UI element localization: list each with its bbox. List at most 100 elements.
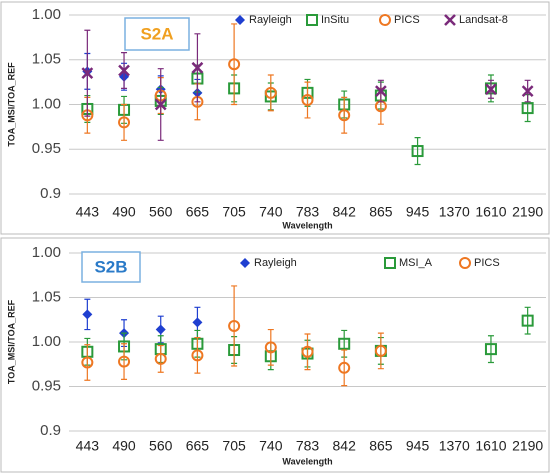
x-tick-label: 2190 (512, 438, 543, 454)
x-tick-label: 945 (406, 438, 430, 454)
marker-square (411, 145, 424, 158)
legend-label: InSitu (321, 14, 349, 26)
marker-circle (264, 341, 277, 354)
legend-label: Rayleigh (254, 257, 297, 269)
error-bar (304, 333, 311, 371)
x-tick-label: 490 (112, 204, 136, 220)
x-tick-label: 1370 (439, 438, 470, 454)
y-axis-label: TOA_MSI/TOA_REF (6, 299, 16, 384)
marker-circle (338, 109, 351, 122)
marker-square (338, 337, 351, 350)
error-bar (267, 328, 274, 366)
y-tick-label: 0.9 (40, 422, 61, 439)
x-tick-label: 665 (186, 204, 210, 220)
legend-marker (240, 258, 250, 268)
legend-marker (384, 257, 396, 269)
error-bar (194, 336, 201, 374)
error-bar (524, 306, 531, 335)
error-bar (231, 23, 238, 106)
y-tick-label: 1.00 (32, 6, 61, 23)
chart-title: S2A (140, 24, 173, 43)
legend-marker (459, 257, 471, 269)
error-bar (157, 344, 164, 373)
x-tick-label: 842 (333, 204, 357, 220)
marker-circle (374, 344, 387, 357)
legend-label: Rayleigh (249, 14, 292, 26)
x-axis-label: Wavelength (282, 456, 332, 466)
y-tick-label: 1.05 (32, 51, 61, 68)
marker-circle (154, 352, 167, 365)
x-tick-label: 865 (369, 438, 393, 454)
chart-title: S2B (94, 257, 127, 276)
x-tick-label: 705 (222, 204, 246, 220)
x-tick-label: 560 (149, 204, 173, 220)
y-tick-label: 1.00 (32, 95, 61, 112)
x-tick-label: 705 (222, 438, 246, 454)
marker-diamond (155, 324, 166, 335)
marker-x (485, 83, 497, 96)
legend-label: PICS (394, 14, 420, 26)
x-tick-label: 490 (112, 438, 136, 454)
legend-marker (235, 15, 245, 25)
marker-circle (338, 361, 351, 374)
error-bar (121, 103, 128, 141)
marker-square (521, 314, 534, 327)
y-tick-label: 0.95 (32, 377, 61, 394)
x-tick-label: 560 (149, 438, 173, 454)
x-tick-label: 443 (76, 204, 100, 220)
x-tick-label: 783 (296, 204, 320, 220)
x-tick-label: 783 (296, 438, 320, 454)
x-tick-label: 1370 (439, 204, 470, 220)
error-bar (304, 81, 311, 119)
marker-x (375, 85, 387, 97)
legend-marker (444, 14, 456, 26)
y-tick-label: 1.05 (32, 288, 61, 305)
x-tick-label: 740 (259, 204, 283, 220)
error-bar (231, 285, 238, 367)
marker-circle (228, 58, 241, 71)
y-tick-label: 0.95 (32, 140, 61, 157)
x-tick-label: 740 (259, 438, 283, 454)
error-bar (377, 332, 384, 370)
marker-x (81, 67, 94, 80)
marker-square (521, 102, 534, 115)
x-tick-label: 945 (406, 204, 430, 220)
x-tick-label: 865 (369, 204, 393, 220)
panel-border (0, 237, 550, 473)
marker-circle (301, 94, 314, 107)
error-bar (487, 335, 494, 364)
marker-circle (301, 345, 314, 358)
x-tick-label: 1610 (475, 438, 506, 454)
marker-diamond (82, 309, 93, 320)
y-axis-label: TOA_MSI/TOA_REF (6, 62, 16, 147)
marker-circle (264, 86, 277, 99)
error-bar (121, 343, 128, 380)
x-tick-label: 2190 (512, 204, 543, 220)
x-tick-label: 665 (186, 438, 210, 454)
y-tick-label: 1.00 (32, 244, 61, 261)
legend-marker (379, 14, 391, 26)
legend-label: MSI_A (399, 257, 433, 269)
marker-circle (228, 319, 241, 332)
title-box (81, 251, 141, 283)
marker-x (154, 98, 167, 111)
error-bar (341, 96, 348, 134)
title-box (124, 17, 190, 51)
marker-square (484, 343, 497, 356)
error-bar (341, 349, 348, 387)
marker-circle (118, 355, 131, 368)
legend-label: Landsat-8 (459, 14, 508, 26)
error-bar (414, 137, 421, 166)
marker-x (118, 64, 130, 77)
y-tick-label: 1.00 (32, 333, 61, 350)
panel-border (0, 1, 550, 235)
x-tick-label: 1610 (475, 204, 506, 220)
legend-label: PICS (474, 257, 500, 269)
error-bar (84, 344, 91, 381)
error-bar (267, 74, 274, 112)
marker-circle (118, 116, 131, 129)
x-tick-label: 842 (333, 438, 357, 454)
marker-x (191, 61, 204, 74)
legend-marker (306, 14, 318, 26)
